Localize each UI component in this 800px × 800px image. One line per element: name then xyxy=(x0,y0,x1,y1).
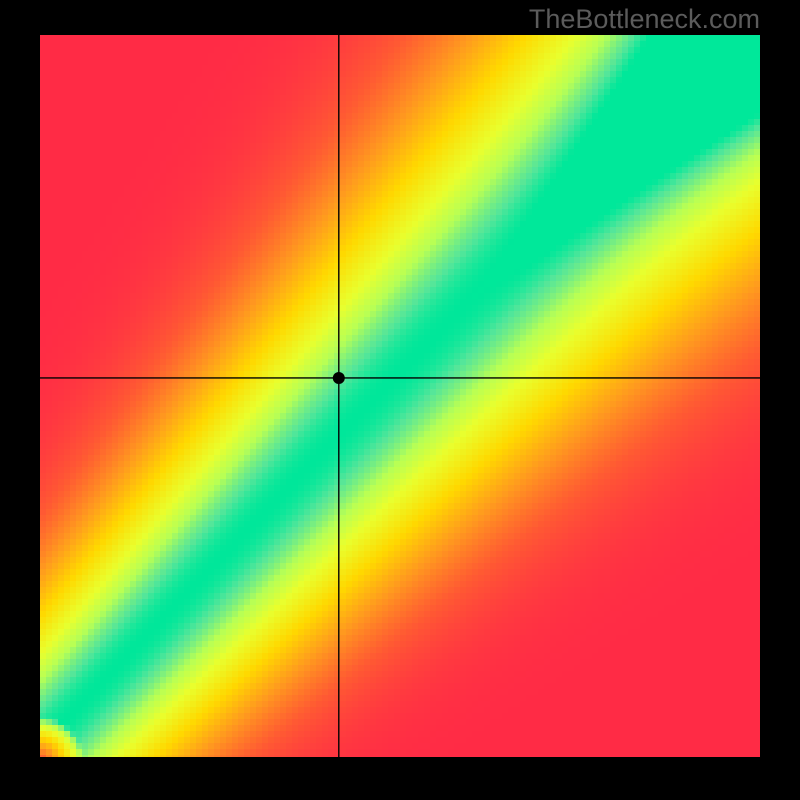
heatmap-canvas xyxy=(40,35,760,757)
chart-container: TheBottleneck.com xyxy=(0,0,800,800)
watermark-text: TheBottleneck.com xyxy=(529,4,760,35)
